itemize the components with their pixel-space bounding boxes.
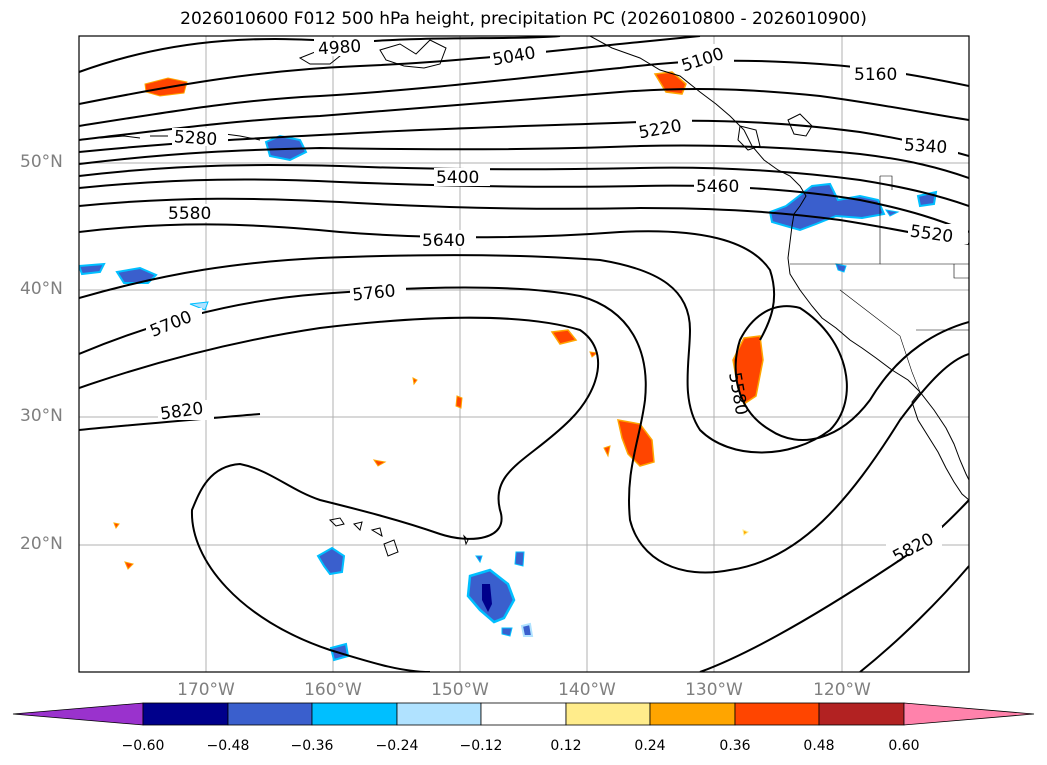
contour-label-5340: 5340 (903, 135, 948, 158)
colorbar-tick: −0.36 (290, 738, 334, 754)
colorbar-tick: −0.48 (206, 738, 250, 754)
contour-labels: 4980 5040 5100 5160 5220 5280 5340 5400 … (146, 37, 968, 567)
precip-negative-anomaly (189, 301, 209, 311)
map-title: 2026010600 F012 500 hPa height, precipit… (180, 9, 867, 29)
precip-negative-anomaly (514, 551, 525, 567)
precip-negative-anomaly (520, 622, 534, 637)
precip-positive-anomaly (124, 561, 134, 570)
lon-label-140w: 140°W (558, 680, 616, 700)
lon-label-120w: 120°W (813, 680, 871, 700)
precip-positive-anomaly (113, 522, 120, 530)
precip-positive-anomaly (603, 445, 611, 458)
colorbar-extend-high (903, 702, 1035, 726)
colorbar-tick: 0.36 (719, 738, 751, 754)
colorbar-tick: −0.60 (121, 738, 165, 754)
contour-label-5400: 5400 (436, 168, 479, 188)
lat-label-20n: 20°N (20, 534, 63, 554)
precip-positive-anomaly (455, 395, 463, 409)
precip-negative-anomaly (768, 182, 886, 232)
contour-label-5160: 5160 (854, 65, 897, 85)
precip-negative-anomaly (501, 627, 513, 637)
colorbar-extend-low (12, 702, 144, 726)
lat-label-50n: 50°N (20, 152, 63, 172)
precip-positive-anomaly (550, 329, 578, 345)
precip-shading (79, 71, 938, 662)
precip-positive-anomaly (412, 377, 418, 386)
lon-label-130w: 130°W (685, 680, 743, 700)
colorbar-tick: 0.24 (634, 738, 666, 754)
contour-label-5580: 5580 (168, 204, 211, 224)
precip-negative-anomaly (884, 209, 900, 217)
precip-positive-anomaly (589, 351, 599, 358)
precip-negative-anomaly (475, 555, 483, 564)
lon-label-160w: 160°W (304, 680, 362, 700)
precip-positive-anomaly (742, 529, 750, 536)
contour-label-5280: 5280 (173, 127, 218, 150)
colorbar-tick: 0.12 (550, 738, 582, 754)
lon-label-150w: 150°W (431, 680, 489, 700)
colorbar-tick: 0.48 (803, 738, 835, 754)
colorbar-tick: −0.24 (375, 738, 419, 754)
contour-label-5460: 5460 (696, 177, 739, 197)
lon-label-170w: 170°W (177, 680, 235, 700)
state-borders (790, 175, 969, 393)
colorbar-tick: 0.60 (888, 738, 920, 754)
precip-negative-anomaly (316, 546, 346, 576)
precip-negative-anomaly (835, 263, 847, 273)
colorbar-tick: −0.12 (459, 738, 503, 754)
precip-negative-anomaly (79, 262, 106, 276)
contour-label-5640: 5640 (422, 231, 465, 251)
lat-label-40n: 40°N (20, 279, 63, 299)
colorbar (12, 702, 1035, 726)
coastlines (99, 36, 969, 557)
precip-strong-negative (482, 584, 492, 612)
lat-label-30n: 30°N (20, 406, 63, 426)
precip-positive-anomaly (372, 459, 387, 467)
plot-frame (78, 35, 970, 673)
contour-label-4980: 4980 (317, 37, 362, 60)
contour-label-5760: 5760 (351, 281, 396, 305)
